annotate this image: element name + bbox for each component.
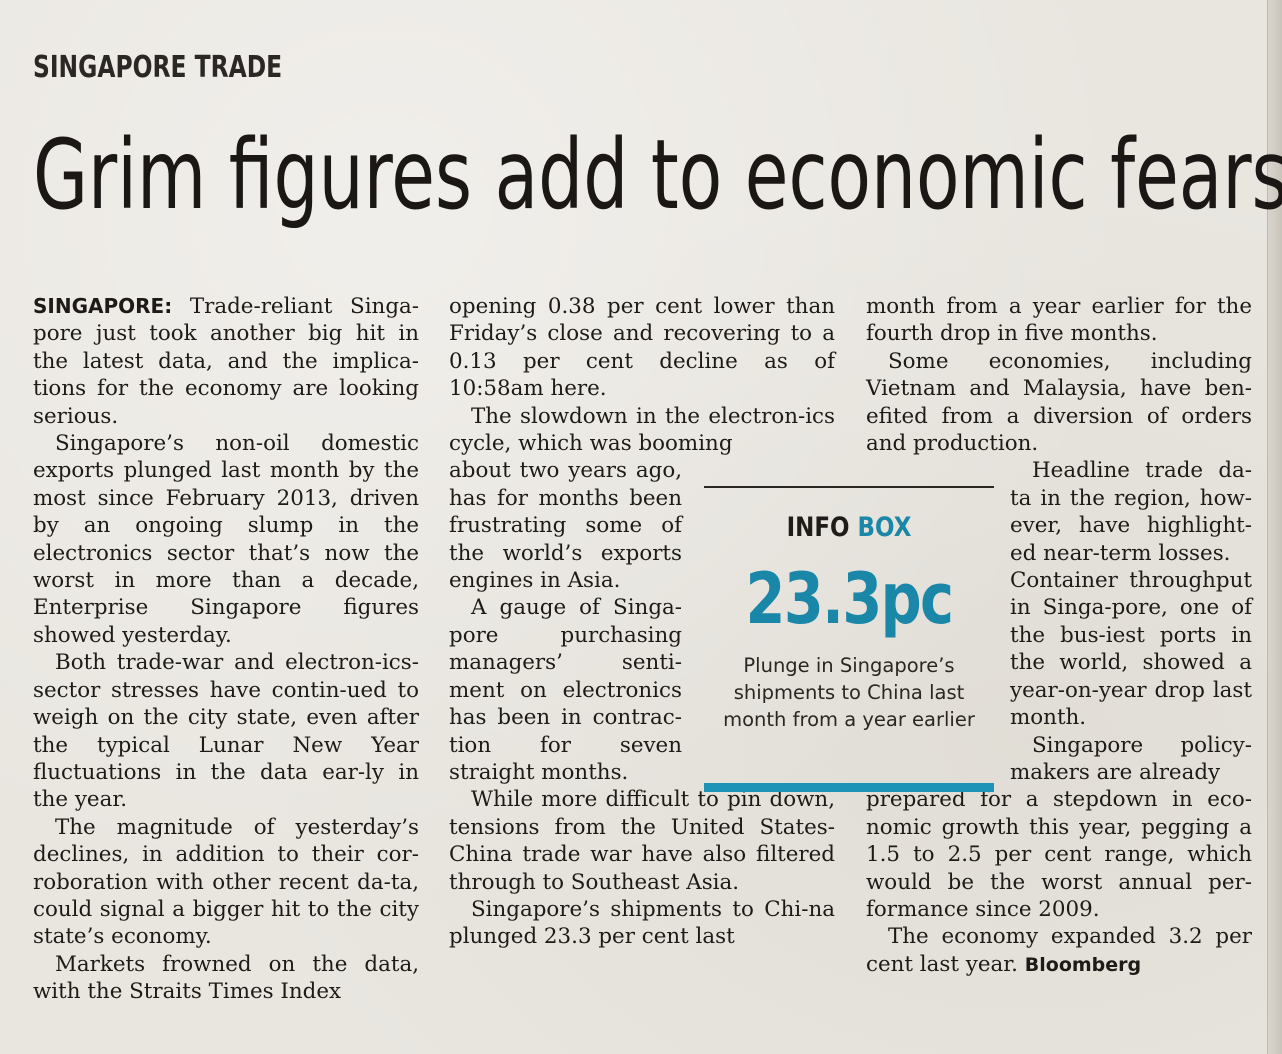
paragraph: Container throughput in Singa-pore, one …	[1010, 568, 1252, 731]
paragraph: prepared for a stepdown in eco-nomic gro…	[866, 787, 1252, 922]
paragraph: Markets frowned on the data, with the St…	[33, 951, 419, 1005]
info-box-figure: 23.3pc	[745, 558, 955, 640]
paragraph: A gauge of Singa-pore purchasing manager…	[449, 595, 682, 785]
headline: Grim figures add to economic fears	[33, 119, 1282, 231]
page-edge	[1267, 0, 1282, 1054]
paragraph: month from a year earlier for the fourth…	[866, 294, 1252, 347]
paragraph: While more difficult to pin down, tensio…	[449, 787, 835, 895]
paragraph: Some economies, including Vietnam and Ma…	[866, 348, 1252, 457]
paragraph-text: Trade-reliant Singa-pore just took anoth…	[33, 294, 419, 429]
paragraph-text: The economy expanded 3.2 per cent last y…	[866, 924, 1252, 977]
info-box-top-rule	[704, 486, 994, 488]
paragraph: about two years ago, has for months been…	[449, 458, 682, 594]
paragraph: opening 0.38 per cent lower than Friday’…	[449, 294, 835, 402]
paragraph: Singapore policy-makers are already	[1010, 732, 1252, 785]
section-label: SINGAPORE TRADE	[33, 50, 283, 85]
paragraph: The slowdown in the electron-ics cycle, …	[449, 403, 835, 457]
paragraph: Both trade-war and electron-ics-sector s…	[33, 650, 419, 813]
paragraph: SINGAPORE: Trade-reliant Singa-pore just…	[33, 293, 419, 430]
article-column-1: SINGAPORE: Trade-reliant Singa-pore just…	[33, 293, 419, 1006]
info-box-bottom-rule	[704, 783, 994, 792]
paragraph: Headline trade da-ta in the region, how-…	[1010, 458, 1252, 566]
byline: Bloomberg	[1024, 953, 1142, 976]
info-box-title-part2: BOX	[857, 512, 912, 543]
paragraph: The economy expanded 3.2 per cent last y…	[866, 923, 1252, 979]
info-box: INFO BOX 23.3pc Plunge in Singapore’s sh…	[704, 486, 994, 792]
paragraph: Singapore’s shipments to Chi-na plunged …	[449, 896, 835, 950]
article-column-3: month from a year earlier for the fourth…	[866, 293, 1252, 979]
info-box-title: INFO BOX	[726, 512, 973, 543]
dateline: SINGAPORE:	[33, 294, 173, 318]
info-box-caption: Plunge in Singapore’s shipments to China…	[723, 654, 975, 731]
article-column-2: opening 0.38 per cent lower than Friday’…	[449, 293, 835, 951]
paragraph: Singapore’s non-oil domestic exports plu…	[33, 431, 419, 648]
info-box-title-part1: INFO	[786, 512, 850, 543]
paragraph: The magnitude of yesterday’s declines, i…	[33, 814, 419, 950]
